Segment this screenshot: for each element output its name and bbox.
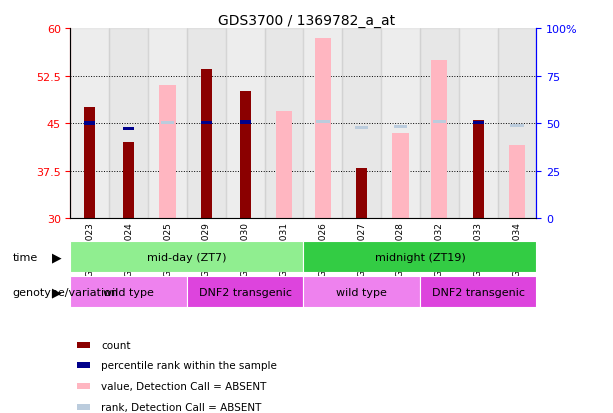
- Bar: [187, 29, 226, 219]
- Bar: [316, 120, 330, 124]
- Bar: [392, 133, 409, 219]
- Bar: [161, 121, 174, 125]
- Text: mid-day (ZT7): mid-day (ZT7): [147, 252, 227, 262]
- Text: value, Detection Call = ABSENT: value, Detection Call = ABSENT: [101, 381, 267, 391]
- Bar: [473, 121, 484, 219]
- Bar: [356, 168, 367, 219]
- Bar: [498, 29, 536, 219]
- Bar: [459, 29, 498, 219]
- Bar: [303, 277, 420, 308]
- Bar: [420, 277, 536, 308]
- Bar: [240, 121, 251, 124]
- Bar: [276, 111, 292, 219]
- Bar: [148, 29, 187, 219]
- Text: wild type: wild type: [104, 287, 154, 297]
- Bar: [394, 125, 407, 129]
- Bar: [70, 29, 109, 219]
- Bar: [123, 143, 134, 219]
- Text: rank, Detection Call = ABSENT: rank, Detection Call = ABSENT: [101, 402, 262, 412]
- Bar: [201, 70, 212, 219]
- Bar: [509, 146, 525, 219]
- Text: ▶: ▶: [52, 251, 62, 263]
- Bar: [240, 92, 251, 219]
- Bar: [355, 127, 368, 130]
- Bar: [433, 120, 446, 124]
- Bar: [431, 61, 447, 219]
- Bar: [303, 242, 536, 273]
- Bar: [226, 29, 265, 219]
- Bar: [473, 121, 484, 125]
- Bar: [70, 242, 303, 273]
- Bar: [420, 29, 459, 219]
- Bar: [159, 86, 176, 219]
- Bar: [314, 38, 331, 219]
- Bar: [85, 122, 96, 126]
- Text: DNF2 transgenic: DNF2 transgenic: [432, 287, 525, 297]
- Text: time: time: [12, 252, 37, 262]
- Bar: [109, 29, 148, 219]
- Bar: [342, 29, 381, 219]
- Text: ▶: ▶: [52, 286, 62, 299]
- Text: genotype/variation: genotype/variation: [12, 287, 118, 297]
- Bar: [201, 121, 212, 125]
- Text: wild type: wild type: [337, 287, 387, 297]
- Bar: [510, 125, 524, 128]
- Text: GDS3700 / 1369782_a_at: GDS3700 / 1369782_a_at: [218, 14, 395, 28]
- Text: count: count: [101, 340, 131, 350]
- Bar: [123, 127, 134, 131]
- Text: DNF2 transgenic: DNF2 transgenic: [199, 287, 292, 297]
- Bar: [85, 108, 96, 219]
- Text: percentile rank within the sample: percentile rank within the sample: [101, 361, 277, 370]
- Bar: [70, 277, 187, 308]
- Bar: [265, 29, 303, 219]
- Text: midnight (ZT19): midnight (ZT19): [375, 252, 465, 262]
- Bar: [303, 29, 342, 219]
- Bar: [187, 277, 303, 308]
- Bar: [381, 29, 420, 219]
